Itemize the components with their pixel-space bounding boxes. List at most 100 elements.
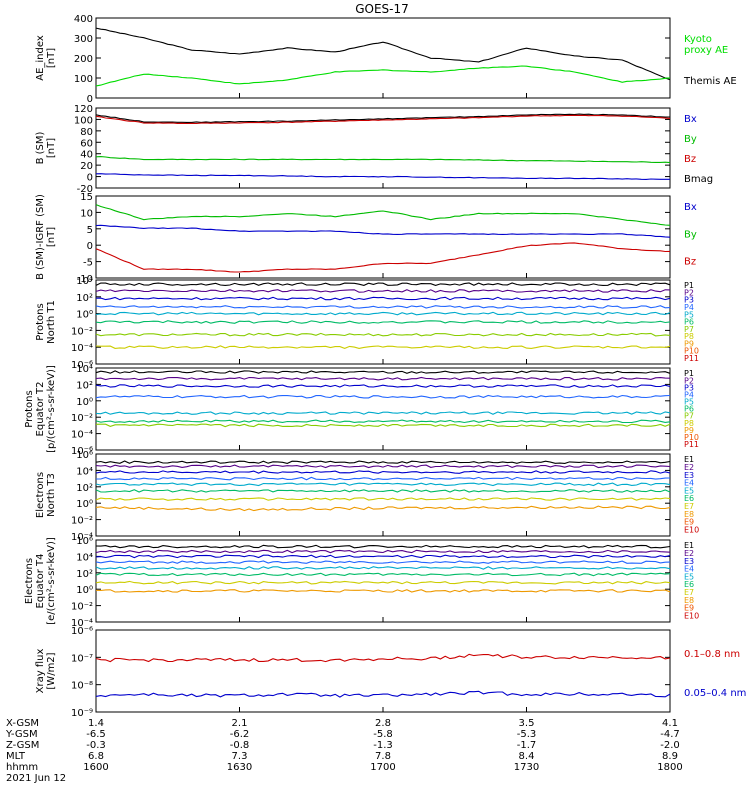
series-line-e3 [95,554,671,559]
series-line-p2 [95,289,671,293]
y-axis-label: [nT] [46,48,57,68]
series-line-p1 [95,370,671,374]
series-line-e6 [95,489,671,493]
series-line-e8 [95,589,671,593]
ephemeris-value: 1.4 [88,718,104,729]
legend-label: By [684,229,697,240]
legend-label: P3 [684,296,694,305]
ephemeris-row-label: hhmm [6,762,38,773]
series-line-p8 [95,345,671,349]
series-line-bmag [95,113,670,123]
series-group-electrons_equator [95,544,671,593]
legend-label: proxy AE [684,45,728,56]
y-tick-label: 5 [87,225,93,236]
y-axis-label: North T3 [46,473,57,517]
y-axis-label: Xray flux [35,649,46,694]
legend-label: P6 [684,318,694,327]
ephemeris-value: 1600 [83,762,108,773]
series-group-xray [95,653,671,698]
legend-label: P8 [684,419,694,428]
y-tick-label: 200 [74,54,93,65]
y-tick-label: 10⁻² [71,326,93,337]
series-line-bx [95,173,670,180]
ephemeris-value: 1800 [657,762,682,773]
panel-frame [95,629,671,713]
y-tick-label: 10⁶ [76,450,93,461]
legend-label: E1 [684,541,694,550]
legend-label: E8 [684,510,694,519]
series-line-bz [95,242,671,273]
ephemeris-value: 1630 [227,762,252,773]
ephemeris-row-label: Z-GSM [6,740,39,751]
y-tick-label: 10⁴ [76,364,93,375]
series-group-electrons_north [95,460,671,512]
legend-label: P3 [684,383,694,392]
legend-label: P10 [684,433,699,442]
series-line-p4 [95,305,671,309]
series-line-p3 [95,384,671,388]
y-tick-label: 120 [74,104,93,115]
panel-protons_north: 10⁻⁶ 10⁻⁴ 10⁻² 10⁰ 10² 10⁴ Protons North T1 P1P2… [35,276,699,371]
y-tick-label: 0 [87,241,93,252]
series-line-e4 [95,560,671,564]
legend-label: P7 [684,325,694,334]
legend-label: E1 [684,455,694,464]
y-tick-label: 10⁻⁴ [71,430,93,441]
series-line-0-05-0-4-nm [95,690,671,698]
y-tick-label: 10² [76,569,93,580]
series-group-protons_north [95,282,671,349]
panel-bigrf: -10 -5 0 5 10 15 B (SM)-IGRF (SM) [nT] Bx By Bz [35,192,697,285]
y-tick-label: 15 [80,192,93,203]
ephemeris-value: -6.5 [86,729,106,740]
y-tick-label: 100 [74,115,93,126]
y-tick-label: 10⁰ [76,397,93,408]
series-group-ae [95,27,671,87]
ephemeris-value: -1.7 [517,740,537,751]
series-line-by [95,204,671,226]
legend-label: P4 [684,390,694,399]
series-line-e2 [95,464,671,469]
series-line-e6 [95,572,671,577]
series-line-p7 [95,423,671,428]
panel-frame [95,17,671,99]
ephemeris-value: -1.3 [373,740,393,751]
legend-label: P5 [684,310,694,319]
ephemeris-value: 7.8 [375,751,391,762]
ephemeris-value: 3.5 [519,718,535,729]
legend-label: P2 [684,288,694,297]
y-tick-label: -10 [77,274,93,285]
legend-label: P9 [684,426,694,435]
legend-label: E10 [684,525,699,534]
legend-label: E6 [684,580,694,589]
y-tick-label: 10⁶ [76,536,93,547]
legend-label: P9 [684,339,694,348]
y-tick-label: 80 [80,127,93,138]
ephemeris-value: 4.1 [662,718,678,729]
y-tick-label: 20 [80,161,93,172]
y-tick-label: 10² [76,293,93,304]
ephemeris-value: 8.4 [519,751,535,762]
series-group-bsm [95,113,671,180]
legend-label: E9 [684,518,694,527]
legend-label: P11 [684,354,699,363]
legend-label: Bz [684,257,696,268]
y-tick-label: 100 [74,74,93,85]
legend-label: E3 [684,557,694,566]
ephemeris-value: -5.3 [517,729,537,740]
panel-xray: 10⁻⁹ 10⁻⁸ 10⁻⁷ 10⁻⁶ Xray flux [W/m2] 0.1–0.8 n… [35,626,746,719]
series-line-e7 [95,497,671,501]
y-tick-label: 60 [80,138,93,149]
legend-label: E9 [684,604,694,613]
series-line-e4 [96,476,671,481]
ephemeris-value: -0.8 [230,740,250,751]
y-axis-label: [e/(cm²-s-sr-keV)] [46,537,57,625]
y-axis-label: Protons [24,390,35,427]
y-axis-label: Equator T4 [35,554,46,609]
series-line-e1 [95,544,671,549]
series-line-p7 [95,332,671,337]
panel-frame [95,367,671,451]
series-line-e1 [95,460,671,464]
ephemeris-value: 2.8 [375,718,391,729]
